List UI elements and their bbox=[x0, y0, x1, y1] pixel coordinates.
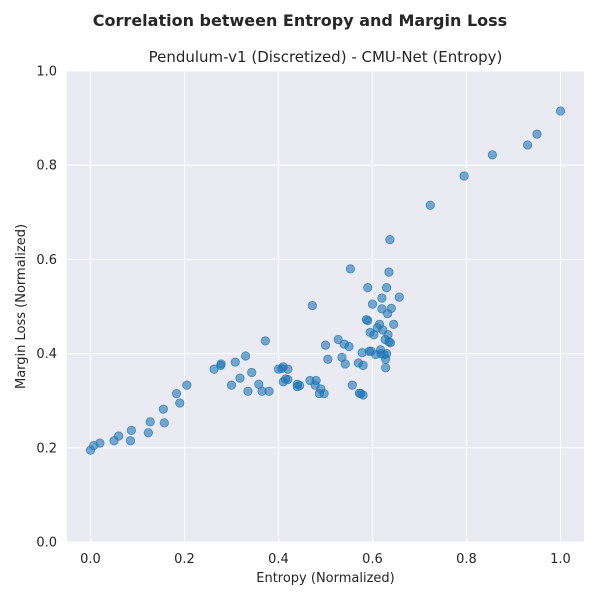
scatter-point bbox=[311, 375, 321, 386]
scatter-point bbox=[425, 200, 435, 210]
scatter-point bbox=[555, 106, 566, 116]
scatter-point bbox=[114, 431, 124, 441]
y-tick-label: 1.0 bbox=[36, 65, 57, 80]
scatter-point bbox=[386, 303, 396, 313]
scatter-point bbox=[243, 386, 253, 396]
x-tick-label: 0.4 bbox=[268, 552, 289, 567]
grid-lines bbox=[67, 70, 584, 543]
scatter-point bbox=[95, 438, 105, 448]
scatter-point bbox=[283, 374, 293, 385]
scatter-point bbox=[358, 360, 368, 370]
y-tick-label: 0.4 bbox=[36, 347, 57, 362]
scatter-point bbox=[216, 359, 226, 369]
scatter-point bbox=[381, 348, 392, 359]
y-tick-label: 0.6 bbox=[36, 253, 57, 268]
x-axis-label: Entropy (Normalized) bbox=[256, 571, 395, 586]
y-tick-label: 0.2 bbox=[36, 441, 57, 456]
scatter-point bbox=[125, 436, 136, 446]
scatter-point bbox=[459, 171, 469, 181]
scatter-point bbox=[241, 351, 251, 361]
scatter-point bbox=[143, 428, 153, 438]
scatter-point bbox=[295, 381, 305, 391]
scatter-point bbox=[385, 338, 395, 348]
scatter-point bbox=[487, 150, 497, 160]
y-axis-ticks: 0.0 0.2 0.4 0.6 0.8 1.0 bbox=[36, 65, 57, 551]
x-tick-label: 0.2 bbox=[174, 552, 195, 567]
scatter-point bbox=[367, 299, 378, 309]
scatter-point bbox=[394, 292, 404, 302]
scatter-point bbox=[264, 386, 274, 396]
scatter-point bbox=[333, 334, 343, 345]
scatter-point bbox=[235, 373, 245, 383]
scatter-point bbox=[145, 417, 155, 427]
scatter-point bbox=[175, 398, 185, 408]
scatter-point bbox=[126, 425, 136, 435]
scatter-point bbox=[363, 283, 373, 293]
scatter-point bbox=[347, 380, 357, 390]
scatter-point bbox=[307, 300, 317, 311]
scatter-point bbox=[247, 367, 257, 378]
scatter-point bbox=[385, 235, 395, 245]
scatter-point bbox=[226, 380, 237, 390]
scatter-point bbox=[344, 341, 354, 352]
scatter-point bbox=[158, 404, 168, 414]
y-axis-label: Margin Loss (Normalized) bbox=[14, 224, 29, 389]
scatter-point bbox=[389, 319, 399, 329]
scatter-point bbox=[319, 389, 329, 399]
figure-suptitle: Correlation between Entropy and Margin L… bbox=[93, 11, 507, 30]
x-tick-label: 0.8 bbox=[456, 552, 477, 567]
scatter-point bbox=[171, 389, 182, 399]
scatter-point bbox=[340, 359, 350, 369]
scatter-point bbox=[182, 380, 192, 390]
x-axis-ticks: 0.0 0.2 0.4 0.6 0.8 1.0 bbox=[80, 552, 571, 567]
plot-area bbox=[67, 71, 584, 542]
x-tick-label: 1.0 bbox=[550, 552, 571, 567]
scatter-point bbox=[381, 363, 391, 373]
chart-title: Pendulum-v1 (Discretized) - CMU-Net (Ent… bbox=[149, 48, 503, 66]
scatter-point bbox=[532, 129, 542, 139]
scatter-point bbox=[363, 316, 373, 326]
scatter-point bbox=[230, 357, 240, 367]
x-tick-label: 0.0 bbox=[80, 552, 101, 567]
y-tick-label: 0.8 bbox=[36, 159, 57, 174]
scatter-point bbox=[323, 354, 333, 364]
scatter-point bbox=[345, 264, 356, 274]
scatter-point bbox=[283, 364, 293, 374]
scatter-point bbox=[159, 418, 169, 428]
x-tick-label: 0.6 bbox=[362, 552, 383, 567]
scatter-point bbox=[381, 283, 392, 293]
scatter-points bbox=[85, 106, 566, 455]
scatter-point bbox=[260, 336, 270, 346]
scatter-point bbox=[384, 267, 394, 277]
scatter-point bbox=[320, 340, 331, 350]
scatter-point bbox=[358, 390, 368, 400]
y-tick-label: 0.0 bbox=[36, 536, 57, 551]
scatter-point bbox=[377, 293, 387, 303]
scatter-point bbox=[522, 140, 533, 150]
